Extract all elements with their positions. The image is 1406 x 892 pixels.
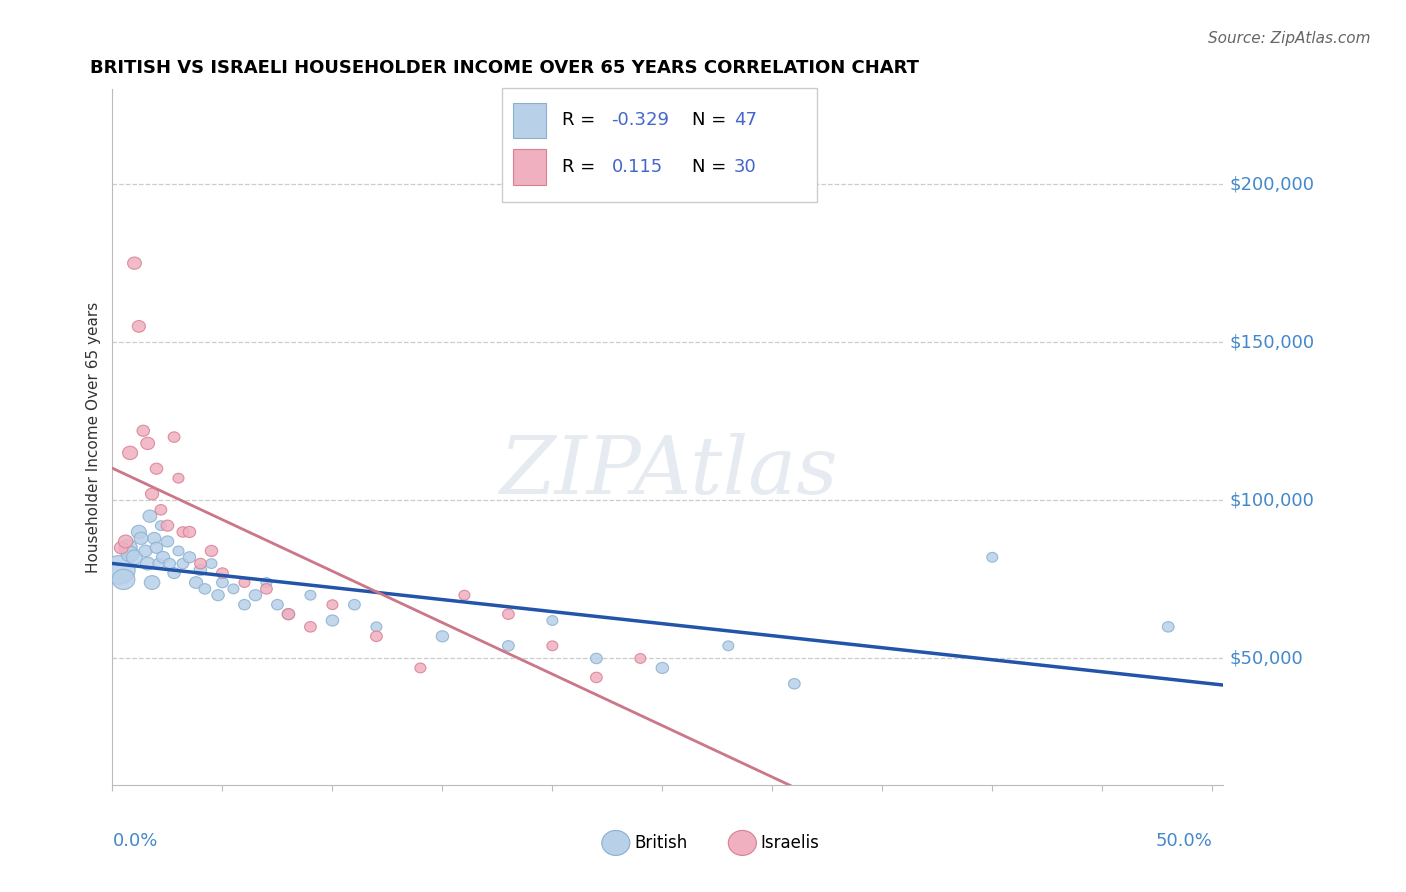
Text: 50.0%: 50.0% — [1156, 832, 1212, 850]
Text: $150,000: $150,000 — [1230, 334, 1315, 351]
Ellipse shape — [114, 541, 128, 554]
Ellipse shape — [305, 591, 316, 600]
Ellipse shape — [139, 545, 152, 557]
Text: Source: ZipAtlas.com: Source: ZipAtlas.com — [1208, 31, 1371, 46]
Ellipse shape — [591, 673, 602, 682]
Ellipse shape — [156, 521, 166, 531]
Ellipse shape — [239, 599, 250, 610]
Ellipse shape — [169, 432, 180, 442]
Ellipse shape — [103, 556, 135, 584]
Ellipse shape — [183, 526, 195, 538]
Ellipse shape — [212, 590, 225, 600]
Ellipse shape — [194, 558, 207, 569]
Ellipse shape — [205, 558, 217, 568]
Ellipse shape — [371, 631, 382, 641]
Text: 47: 47 — [734, 112, 756, 129]
Ellipse shape — [415, 663, 426, 673]
Ellipse shape — [155, 505, 167, 515]
Text: R =: R = — [562, 158, 596, 176]
Ellipse shape — [121, 546, 139, 562]
Text: N =: N = — [692, 112, 725, 129]
Ellipse shape — [239, 578, 250, 588]
Ellipse shape — [326, 615, 339, 626]
Ellipse shape — [328, 599, 337, 609]
Ellipse shape — [167, 567, 180, 579]
Ellipse shape — [502, 609, 515, 619]
Ellipse shape — [723, 641, 734, 650]
Ellipse shape — [547, 641, 558, 650]
Ellipse shape — [148, 533, 160, 544]
Ellipse shape — [134, 533, 148, 544]
Ellipse shape — [118, 540, 138, 556]
Ellipse shape — [458, 591, 470, 600]
Ellipse shape — [371, 622, 382, 632]
Ellipse shape — [141, 558, 155, 570]
Ellipse shape — [183, 552, 195, 563]
Text: $100,000: $100,000 — [1230, 491, 1315, 509]
Text: ZIPAtlas: ZIPAtlas — [499, 434, 837, 510]
Ellipse shape — [205, 545, 218, 557]
Text: R =: R = — [562, 112, 596, 129]
Ellipse shape — [789, 679, 800, 689]
Text: Israelis: Israelis — [761, 834, 820, 852]
Ellipse shape — [283, 608, 295, 620]
Text: N =: N = — [692, 158, 725, 176]
Text: 0.115: 0.115 — [612, 158, 662, 176]
Ellipse shape — [657, 663, 669, 673]
Ellipse shape — [636, 654, 645, 664]
Ellipse shape — [162, 536, 174, 547]
Ellipse shape — [163, 558, 176, 569]
Ellipse shape — [1163, 622, 1174, 632]
Ellipse shape — [112, 569, 135, 590]
Ellipse shape — [141, 437, 155, 450]
Ellipse shape — [128, 257, 142, 269]
Text: 30: 30 — [734, 158, 756, 176]
Ellipse shape — [162, 520, 174, 531]
Text: BRITISH VS ISRAELI HOUSEHOLDER INCOME OVER 65 YEARS CORRELATION CHART: BRITISH VS ISRAELI HOUSEHOLDER INCOME OV… — [90, 59, 920, 77]
Ellipse shape — [305, 622, 316, 632]
Ellipse shape — [173, 474, 184, 483]
Text: -0.329: -0.329 — [612, 112, 669, 129]
Ellipse shape — [127, 550, 142, 565]
Ellipse shape — [200, 583, 211, 594]
Ellipse shape — [150, 542, 163, 553]
Ellipse shape — [132, 320, 145, 332]
Ellipse shape — [177, 558, 188, 569]
Ellipse shape — [145, 488, 159, 500]
Ellipse shape — [249, 590, 262, 600]
Ellipse shape — [547, 615, 558, 625]
Ellipse shape — [194, 565, 207, 575]
Ellipse shape — [173, 546, 184, 556]
Ellipse shape — [118, 535, 132, 548]
Ellipse shape — [260, 583, 273, 594]
Ellipse shape — [190, 577, 202, 589]
Ellipse shape — [217, 577, 228, 588]
Ellipse shape — [136, 425, 149, 436]
Ellipse shape — [271, 599, 284, 610]
Ellipse shape — [987, 552, 998, 562]
Ellipse shape — [122, 446, 138, 459]
Ellipse shape — [436, 631, 449, 642]
Ellipse shape — [156, 551, 170, 563]
Ellipse shape — [153, 558, 165, 569]
Text: $200,000: $200,000 — [1230, 175, 1315, 193]
Ellipse shape — [591, 653, 602, 664]
Ellipse shape — [217, 568, 228, 578]
Text: $50,000: $50,000 — [1230, 649, 1303, 667]
Ellipse shape — [283, 608, 295, 620]
Ellipse shape — [177, 526, 188, 537]
Ellipse shape — [145, 575, 160, 590]
Ellipse shape — [349, 599, 360, 610]
Ellipse shape — [131, 525, 146, 539]
Ellipse shape — [502, 640, 515, 651]
Ellipse shape — [262, 578, 271, 588]
Ellipse shape — [143, 510, 156, 523]
Ellipse shape — [150, 463, 163, 475]
Ellipse shape — [228, 584, 239, 594]
Text: 0.0%: 0.0% — [112, 832, 157, 850]
Y-axis label: Householder Income Over 65 years: Householder Income Over 65 years — [86, 301, 101, 573]
Text: British: British — [634, 834, 688, 852]
